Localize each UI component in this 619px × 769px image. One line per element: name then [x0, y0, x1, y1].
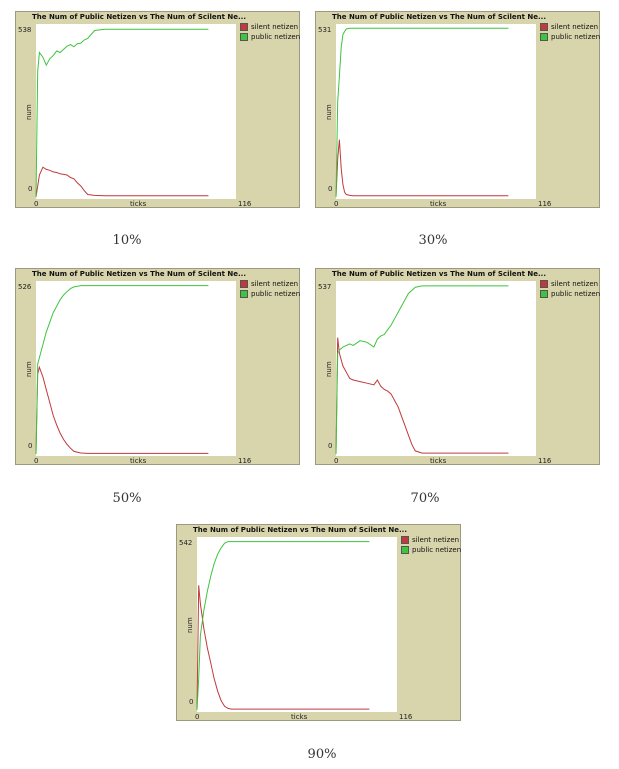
legend-swatch	[240, 23, 248, 31]
x-axis-label: ticks	[291, 713, 308, 721]
caption-30: 30%	[418, 233, 448, 248]
series-line-public-netizen	[35, 285, 209, 455]
legend: silent netizen public netizen	[240, 22, 300, 42]
legend-item-public: public netizen	[240, 289, 300, 299]
y-tick-label-min: 0	[328, 442, 333, 450]
legend-label: silent netizen	[251, 280, 299, 288]
series-line-public-netizen	[35, 28, 209, 198]
legend-item-silent: silent netizen	[240, 279, 300, 289]
y-tick-label-max: 531	[318, 26, 332, 34]
legend-swatch	[540, 23, 548, 31]
chart-title: The Num of Public Netizen vs The Num of …	[332, 13, 546, 21]
legend-label: public netizen	[551, 290, 601, 298]
x-tick-label-max: 116	[399, 713, 413, 721]
x-tick-label-min: 0	[334, 457, 339, 465]
chart-lines	[335, 27, 509, 198]
plot-area	[197, 537, 397, 712]
x-tick-label-max: 116	[538, 457, 552, 465]
legend-swatch	[240, 290, 248, 298]
legend-label: silent netizen	[551, 23, 599, 31]
chart-lines	[35, 28, 209, 198]
chart-panel-90: The Num of Public Netizen vs The Num of …	[176, 524, 461, 721]
legend-swatch	[240, 280, 248, 288]
legend-label: silent netizen	[412, 536, 460, 544]
x-axis-label: ticks	[430, 200, 447, 208]
y-tick-label-max: 526	[18, 283, 32, 291]
x-tick-label-min: 0	[34, 457, 39, 465]
chart-lines	[335, 285, 509, 455]
legend: silent netizen public netizen	[540, 279, 600, 299]
legend-swatch	[401, 536, 409, 544]
x-tick-label-min: 0	[334, 200, 339, 208]
legend-item-public: public netizen	[540, 289, 600, 299]
x-tick-label-min: 0	[34, 200, 39, 208]
legend: silent netizen public netizen	[540, 22, 600, 42]
legend-swatch	[240, 33, 248, 41]
series-line-public-netizen	[335, 285, 509, 455]
plot-area	[36, 24, 236, 199]
plot-area	[336, 24, 536, 199]
x-tick-label-max: 116	[538, 200, 552, 208]
y-tick-label-min: 0	[328, 185, 333, 193]
series-line-public-netizen	[196, 541, 370, 711]
series-line-silent-netizen	[35, 365, 209, 455]
legend-item-silent: silent netizen	[540, 279, 600, 289]
chart-title: The Num of Public Netizen vs The Num of …	[32, 13, 246, 21]
y-tick-label-min: 0	[28, 442, 33, 450]
plot-area	[36, 281, 236, 456]
series-line-silent-netizen	[335, 337, 509, 455]
legend-swatch	[401, 546, 409, 554]
x-tick-label-min: 0	[195, 713, 200, 721]
legend-label: public netizen	[551, 33, 601, 41]
legend-label: public netizen	[412, 546, 462, 554]
x-axis-label: ticks	[130, 200, 147, 208]
legend-swatch	[540, 280, 548, 288]
y-tick-label-max: 542	[179, 539, 193, 547]
x-axis-label: ticks	[130, 457, 147, 465]
series-line-public-netizen	[335, 27, 509, 198]
caption-70: 70%	[410, 491, 440, 506]
series-line-silent-netizen	[335, 139, 509, 198]
chart-panel-50: The Num of Public Netizen vs The Num of …	[15, 268, 300, 465]
chart-lines	[35, 285, 209, 455]
legend-item-silent: silent netizen	[401, 535, 461, 545]
legend-label: silent netizen	[251, 23, 299, 31]
series-line-silent-netizen	[196, 585, 370, 711]
chart-panel-30: The Num of Public Netizen vs The Num of …	[315, 11, 600, 208]
caption-50: 50%	[112, 491, 142, 506]
chart-title: The Num of Public Netizen vs The Num of …	[193, 526, 407, 534]
y-tick-label-min: 0	[189, 698, 194, 706]
y-tick-label-min: 0	[28, 185, 33, 193]
legend-label: silent netizen	[551, 280, 599, 288]
chart-panel-70: The Num of Public Netizen vs The Num of …	[315, 268, 600, 465]
x-axis-label: ticks	[430, 457, 447, 465]
legend-label: public netizen	[251, 33, 301, 41]
x-tick-label-max: 116	[238, 200, 252, 208]
series-line-silent-netizen	[35, 166, 209, 198]
legend-item-silent: silent netizen	[240, 22, 300, 32]
chart-title: The Num of Public Netizen vs The Num of …	[332, 270, 546, 278]
chart-panel-10: The Num of Public Netizen vs The Num of …	[15, 11, 300, 208]
y-tick-label-max: 538	[18, 26, 32, 34]
caption-90: 90%	[307, 747, 337, 762]
legend-item-public: public netizen	[401, 545, 461, 555]
legend: silent netizen public netizen	[401, 535, 461, 555]
y-tick-label-max: 537	[318, 283, 332, 291]
plot-area	[336, 281, 536, 456]
legend-swatch	[540, 33, 548, 41]
caption-10: 10%	[112, 233, 142, 248]
legend-item-silent: silent netizen	[540, 22, 600, 32]
legend-swatch	[540, 290, 548, 298]
legend-item-public: public netizen	[240, 32, 300, 42]
chart-lines	[196, 541, 370, 711]
chart-title: The Num of Public Netizen vs The Num of …	[32, 270, 246, 278]
legend: silent netizen public netizen	[240, 279, 300, 299]
legend-label: public netizen	[251, 290, 301, 298]
legend-item-public: public netizen	[540, 32, 600, 42]
x-tick-label-max: 116	[238, 457, 252, 465]
